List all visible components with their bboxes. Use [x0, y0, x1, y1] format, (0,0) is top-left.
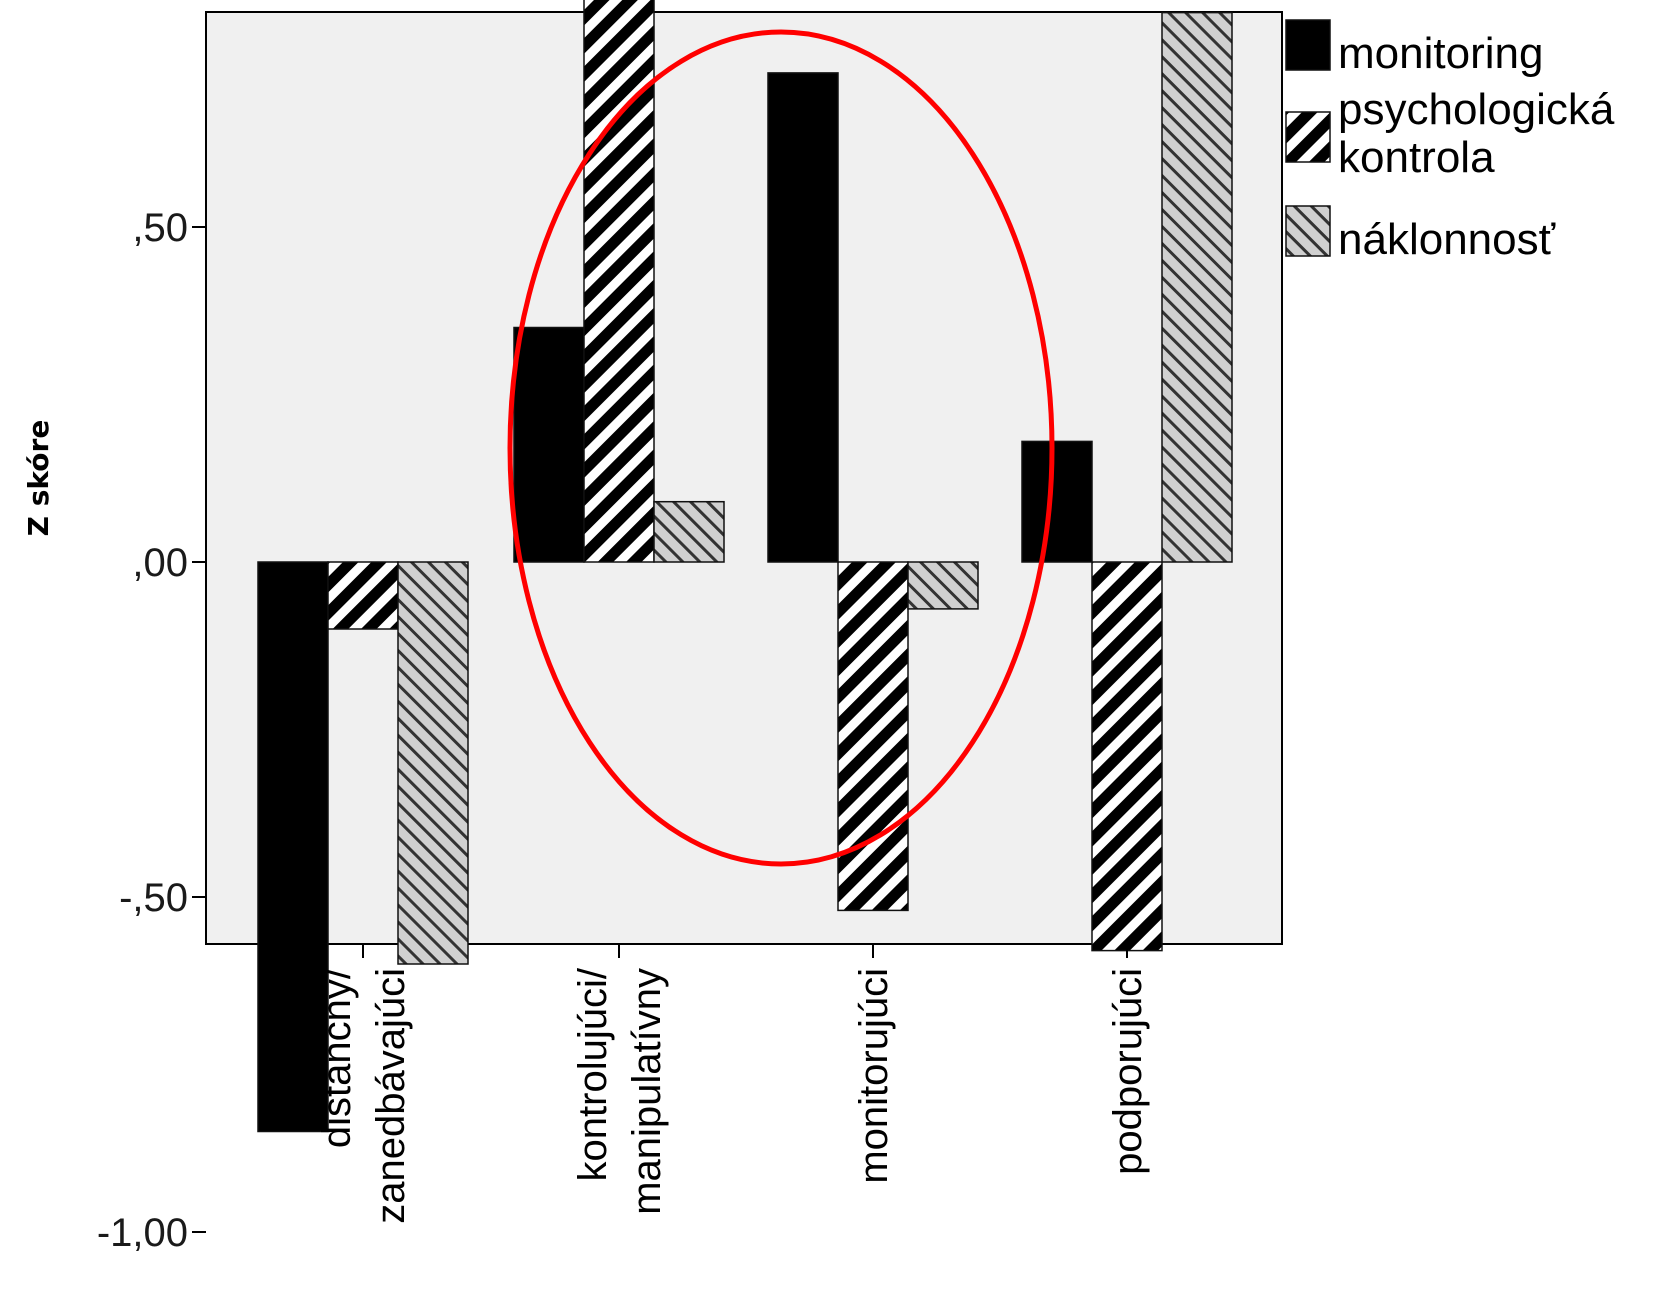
y-tick-label: ,00: [132, 541, 188, 585]
y-axis: 1,501,00,50,00-,50-1,00: [97, 206, 206, 1255]
legend-swatch: [1285, 205, 1331, 257]
bar: [397, 561, 469, 965]
highlight-ellipse: [507, 29, 1055, 867]
svg-text:podporujúci: podporujúci: [1106, 968, 1150, 1175]
legend-swatch: [1285, 19, 1331, 71]
legend: monitoring psychologická kontrola náklonnos…: [1285, 19, 1615, 264]
svg-text:kontrolujúci/manipulatívny: kontrolujúci/manipulatívny: [571, 967, 669, 1215]
bar: [257, 561, 329, 1133]
bar: [767, 72, 839, 563]
x-tick-label: kontrolujúci/manipulatívny: [571, 967, 669, 1215]
bar: [837, 561, 909, 912]
x-tick-label: dištančný/zanedbávajúci: [315, 967, 413, 1224]
bars: [257, 0, 1233, 1133]
legend-label: psychologická kontrola: [1338, 85, 1615, 182]
bar: [513, 326, 585, 563]
legend-item: psychologická kontrola: [1285, 85, 1615, 182]
y-tick-label: -,50: [119, 876, 188, 920]
y-tick-label: ,50: [132, 206, 188, 250]
svg-text:monitorujúci: monitorujúci: [852, 968, 896, 1184]
legend-swatch: [1285, 111, 1331, 163]
bar: [1021, 440, 1093, 563]
bar: [1091, 561, 1163, 952]
legend-label: monitoring: [1338, 29, 1543, 78]
x-tick-label: podporujúci: [1106, 968, 1150, 1175]
legend-item: náklonnosť: [1285, 205, 1556, 264]
x-tick-label: monitorujúci: [852, 968, 896, 1184]
x-axis: dištančný/zanedbávajúci kontrolujúci/mani…: [315, 944, 1150, 1224]
bar: [653, 500, 725, 563]
bar: [1161, 11, 1233, 563]
y-axis-label: Z skóre: [22, 420, 55, 537]
legend-item: monitoring: [1285, 19, 1543, 78]
bar: [327, 561, 399, 630]
bar: [907, 561, 979, 610]
legend-label: náklonnosť: [1338, 215, 1556, 264]
svg-text:dištančný/zanedbávajúci: dištančný/zanedbávajúci: [315, 967, 413, 1224]
y-tick-label: -1,00: [97, 1211, 188, 1255]
bar: [583, 0, 655, 563]
